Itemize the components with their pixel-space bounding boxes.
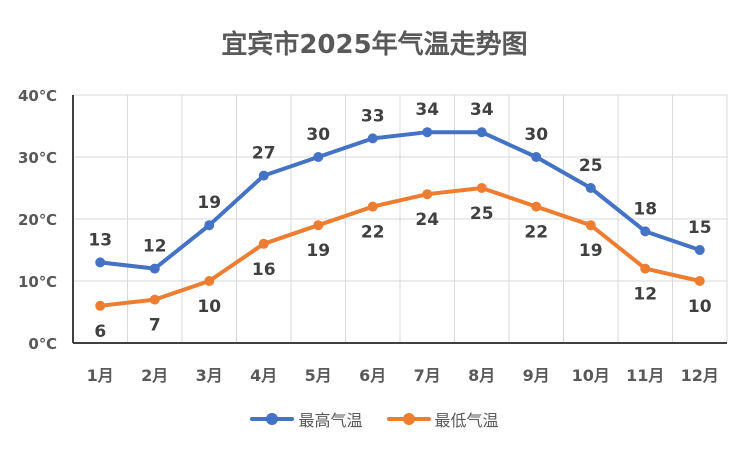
data-point xyxy=(258,238,269,249)
data-point xyxy=(694,276,705,286)
data-label: 34 xyxy=(415,100,439,120)
legend-label-low: 最低气温 xyxy=(434,411,499,430)
data-point xyxy=(422,127,433,138)
data-label: 19 xyxy=(197,193,221,213)
legend-label-high: 最高气温 xyxy=(298,411,363,430)
data-label: 24 xyxy=(415,210,439,230)
data-label: 22 xyxy=(524,223,548,243)
y-tick-label: 0℃ xyxy=(28,335,57,353)
data-point xyxy=(640,263,651,274)
data-label: 19 xyxy=(306,241,330,261)
data-label: 12 xyxy=(143,237,167,257)
data-label: 6 xyxy=(94,322,106,342)
series-line-high xyxy=(98,130,702,271)
data-point xyxy=(313,152,324,162)
data-label: 18 xyxy=(633,199,657,219)
x-tick-label: 10月 xyxy=(572,366,610,385)
data-point xyxy=(204,220,215,231)
data-label: 22 xyxy=(361,223,385,243)
chart-title: 宜宾市2025年气温走势图 xyxy=(221,30,528,60)
data-point xyxy=(585,220,596,231)
y-tick-label: 30℃ xyxy=(18,149,57,167)
data-point xyxy=(367,201,378,212)
legend-item-high[interactable]: 最高气温 xyxy=(250,407,363,431)
x-tick-label: 12月 xyxy=(681,366,719,385)
data-label: 30 xyxy=(524,125,548,145)
data-label: 19 xyxy=(579,241,603,261)
data-point xyxy=(367,133,378,144)
y-tick-label: 40℃ xyxy=(18,87,57,105)
data-label: 15 xyxy=(688,218,712,238)
y-tick-label: 20℃ xyxy=(18,211,57,229)
x-tick-label: 4月 xyxy=(250,366,277,385)
data-label: 7 xyxy=(149,316,161,336)
data-point xyxy=(476,183,487,193)
data-label: 12 xyxy=(633,285,657,305)
data-point xyxy=(640,226,651,237)
data-label: 30 xyxy=(306,125,330,145)
data-point xyxy=(313,220,324,231)
x-tick-label: 8月 xyxy=(468,366,495,385)
data-label: 27 xyxy=(252,144,276,164)
data-point xyxy=(531,201,542,212)
x-tick-label: 1月 xyxy=(87,366,114,385)
data-point xyxy=(204,276,215,286)
data-point xyxy=(585,183,596,193)
data-point xyxy=(149,263,160,274)
data-point xyxy=(258,170,269,181)
data-point xyxy=(476,127,487,138)
series-line-low xyxy=(98,186,702,308)
x-tick-label: 11月 xyxy=(626,366,664,385)
y-tick-label: 10℃ xyxy=(18,273,57,291)
data-label: 16 xyxy=(252,260,276,280)
x-tick-label: 9月 xyxy=(523,366,550,385)
x-tick-label: 5月 xyxy=(305,366,332,385)
data-label: 25 xyxy=(579,156,603,176)
data-point xyxy=(95,257,106,268)
data-point xyxy=(422,189,433,200)
data-point xyxy=(694,245,705,255)
legend-marker-high xyxy=(250,411,295,427)
data-label: 34 xyxy=(470,100,494,120)
data-label: 10 xyxy=(688,297,712,317)
data-label: 10 xyxy=(197,297,221,317)
legend-marker-low xyxy=(386,411,431,427)
data-point xyxy=(95,300,106,311)
data-point xyxy=(531,152,542,162)
x-tick-label: 7月 xyxy=(414,366,441,385)
x-tick-label: 2月 xyxy=(141,366,168,385)
data-label: 13 xyxy=(88,230,112,250)
data-label: 25 xyxy=(470,204,494,224)
x-tick-label: 3月 xyxy=(196,366,223,385)
data-point xyxy=(149,294,160,305)
data-label: 33 xyxy=(361,106,385,126)
x-tick-label: 6月 xyxy=(359,366,386,385)
legend-item-low[interactable]: 最低气温 xyxy=(386,407,499,431)
legend: 最高气温 最低气温 xyxy=(0,407,749,431)
